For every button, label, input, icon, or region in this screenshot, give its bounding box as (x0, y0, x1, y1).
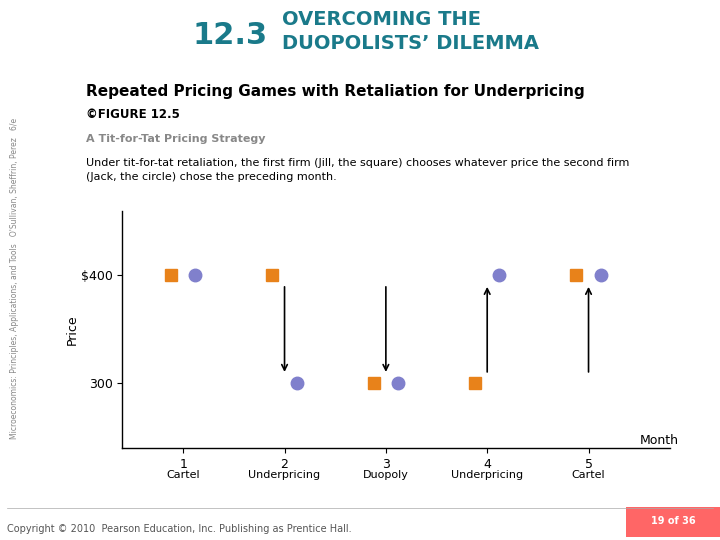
Text: ©FIGURE 12.5: ©FIGURE 12.5 (86, 108, 180, 121)
Text: Copyright © 2010  Pearson Education, Inc. Publishing as Prentice Hall.: Copyright © 2010 Pearson Education, Inc.… (7, 524, 352, 534)
Text: Oligopoly and
Strategic Behavior: Oligopoly and Strategic Behavior (15, 39, 106, 60)
Text: Duopoly: Duopoly (363, 470, 409, 480)
Text: 12.3: 12.3 (193, 21, 268, 50)
Text: Month: Month (640, 434, 679, 447)
Text: 19 of 36: 19 of 36 (651, 516, 696, 526)
Text: Cartel: Cartel (166, 470, 200, 480)
Text: A Tit-for-Tat Pricing Strategy: A Tit-for-Tat Pricing Strategy (86, 134, 266, 144)
Text: Underpricing: Underpricing (451, 470, 523, 480)
Text: Under tit-for-tat retaliation, the first firm (Jill, the square) chooses whateve: Under tit-for-tat retaliation, the first… (86, 159, 630, 181)
Text: OVERCOMING THE
DUOPOLISTS’ DILEMMA: OVERCOMING THE DUOPOLISTS’ DILEMMA (282, 10, 539, 53)
Text: Underpricing: Underpricing (248, 470, 320, 480)
Text: Cartel: Cartel (572, 470, 606, 480)
Text: Microeconomics: Principles, Applications, and Tools   O'Sullivan, Sheffrin, Pere: Microeconomics: Principles, Applications… (10, 118, 19, 438)
Text: CHAPTER 12: CHAPTER 12 (15, 17, 92, 28)
Y-axis label: Price: Price (66, 314, 78, 345)
FancyBboxPatch shape (626, 508, 720, 537)
Text: Repeated Pricing Games with Retaliation for Underpricing: Repeated Pricing Games with Retaliation … (86, 84, 585, 99)
